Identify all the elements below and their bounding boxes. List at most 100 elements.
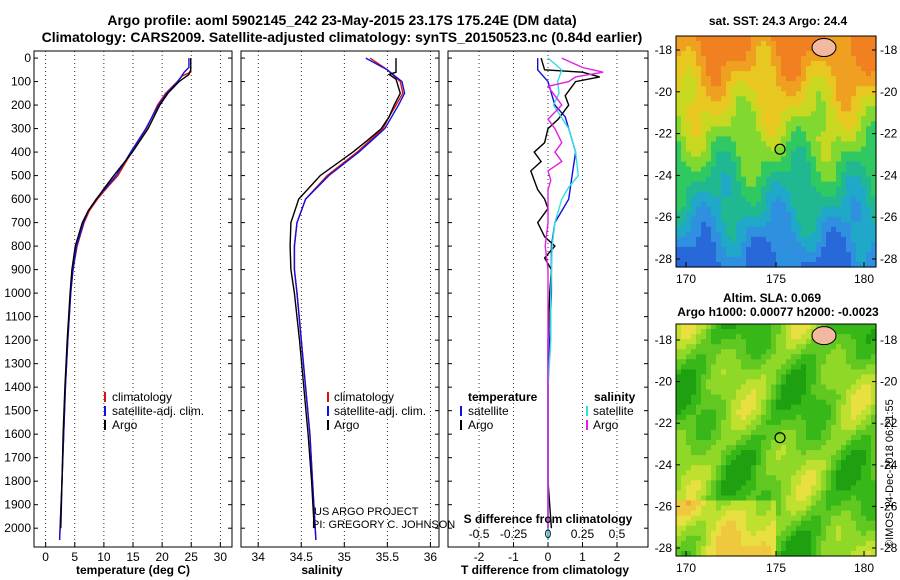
map-cell — [721, 66, 727, 72]
map-cell — [721, 116, 727, 122]
map-cell — [786, 389, 792, 396]
map-cell — [781, 535, 787, 542]
map-cell — [716, 450, 722, 456]
map-cell — [776, 66, 782, 72]
map-cell — [731, 394, 737, 401]
map-cell — [686, 181, 692, 188]
map-cell — [686, 66, 692, 72]
map-cell — [871, 121, 877, 127]
map-cell — [676, 241, 682, 248]
map-cell — [741, 111, 747, 117]
difference-series — [529, 57, 604, 540]
map-cell — [801, 156, 807, 163]
map-cell — [861, 91, 867, 97]
map-cell — [856, 136, 862, 143]
map-cell — [841, 216, 847, 223]
map-cell — [806, 530, 812, 537]
map-cell — [731, 216, 737, 223]
map-cell — [781, 36, 787, 42]
map-cell — [686, 96, 692, 102]
map-cell — [676, 261, 682, 268]
map-cell — [681, 364, 687, 370]
map-cell — [771, 51, 777, 57]
map-cell — [736, 61, 742, 67]
map-cell — [706, 374, 712, 381]
map-cell — [771, 146, 777, 153]
map-cell — [696, 364, 702, 370]
map-cell — [866, 166, 872, 173]
map-cell — [791, 186, 797, 193]
map-cell — [791, 339, 797, 345]
map-cell — [706, 414, 712, 421]
map-cell — [766, 404, 772, 411]
map-cell — [856, 166, 862, 173]
map-cell — [836, 186, 842, 193]
map-cell — [836, 146, 842, 153]
x-tick-label: -1 — [508, 550, 519, 564]
map-cell — [711, 51, 717, 57]
map-cell — [746, 196, 752, 203]
map-cell — [821, 485, 827, 492]
map-cell — [771, 121, 777, 127]
map-cell — [716, 545, 722, 552]
map-cell — [836, 424, 842, 431]
map-cell — [811, 81, 817, 87]
map-cell — [871, 101, 877, 107]
map-cell — [726, 116, 732, 122]
map-cell — [816, 131, 822, 138]
map-cell — [686, 251, 692, 258]
map-cell — [746, 510, 752, 517]
map-cell — [781, 429, 787, 436]
map-cell — [831, 490, 837, 497]
map-cell — [696, 324, 702, 330]
map-cell — [691, 379, 697, 386]
map-cell — [821, 344, 827, 350]
map-cell — [701, 161, 707, 168]
lon-tick-label: 175 — [766, 272, 786, 286]
map-cell — [856, 480, 862, 486]
map-cell — [781, 389, 787, 396]
map-cell — [836, 231, 842, 238]
map-cell — [721, 256, 727, 263]
map-cell — [716, 520, 722, 527]
map-cell — [866, 354, 872, 360]
map-cell — [781, 520, 787, 527]
map-cell — [796, 329, 802, 335]
map-cell — [736, 141, 742, 148]
map-cell — [681, 186, 687, 193]
map-cell — [791, 36, 797, 42]
map-cell — [801, 515, 807, 522]
map-cell — [856, 81, 862, 87]
map-cell — [811, 399, 817, 406]
map-cell — [771, 71, 777, 77]
map-cell — [831, 106, 837, 112]
map-cell — [776, 71, 782, 77]
map-cell — [831, 480, 837, 486]
map-cell — [796, 399, 802, 406]
map-cell — [726, 126, 732, 133]
map-cell — [761, 216, 767, 223]
map-cell — [826, 136, 832, 143]
map-cell — [811, 354, 817, 360]
map-cell — [736, 56, 742, 62]
map-cell — [706, 329, 712, 335]
map-cell — [786, 465, 792, 471]
map-cell — [716, 394, 722, 401]
map-cell — [731, 171, 737, 178]
map-cell — [716, 510, 722, 517]
map-cell — [751, 339, 757, 345]
map-cell — [726, 261, 732, 268]
map-cell — [791, 455, 797, 461]
map-cell — [796, 141, 802, 148]
map-cell — [846, 510, 852, 517]
map-cell — [746, 121, 752, 127]
map-cell — [801, 66, 807, 72]
map-cell — [716, 324, 722, 330]
map-cell — [711, 66, 717, 72]
map-cell — [871, 475, 877, 481]
map-cell — [826, 216, 832, 223]
map-cell — [856, 389, 862, 396]
map-cell — [721, 520, 727, 527]
map-cell — [756, 236, 762, 243]
map-cell — [746, 389, 752, 396]
